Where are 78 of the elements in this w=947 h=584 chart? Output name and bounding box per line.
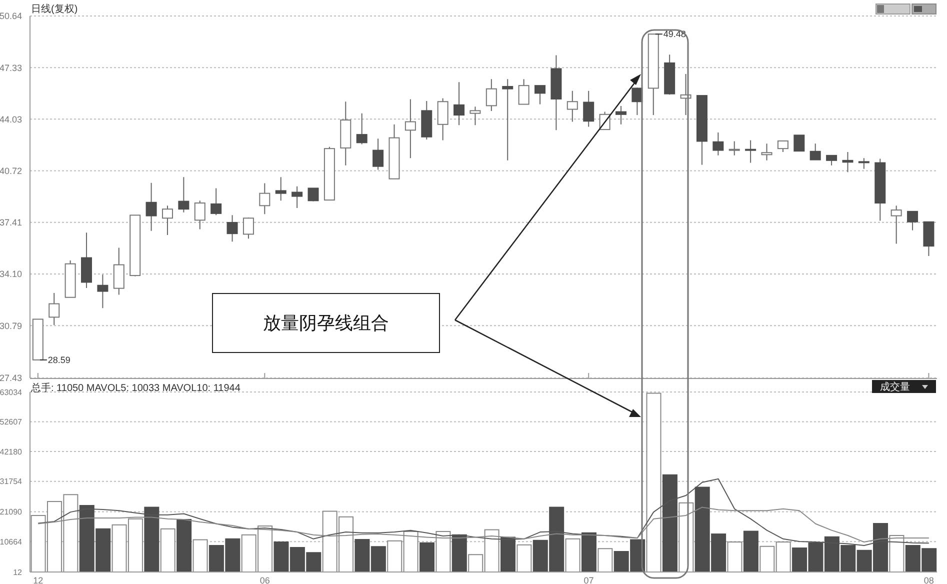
y-tick-label: 52607 [0,418,23,427]
candlestick [761,143,772,161]
candlestick [226,214,238,242]
x-tick-label: 06 [260,575,270,584]
candlestick [81,232,92,289]
chart-title: 日线(复权) [31,2,78,16]
candlestick [615,105,626,125]
candlestick [421,100,432,140]
candlestick [162,205,173,236]
y-tick-label: 30.79 [0,320,22,331]
candlestick [308,188,319,202]
candlestick [534,85,546,105]
y-tick-label: 47.33 [0,62,22,73]
candlestick [194,200,206,230]
candlestick [210,188,222,216]
candlestick [696,95,708,166]
y-tick-label: 34.10 [0,269,22,280]
annotation: 28.59 [48,354,70,365]
y-tick-label: 10664 [0,537,23,546]
bar [743,530,758,572]
candlestick [858,158,870,170]
bar [565,538,580,572]
candlestick [890,205,902,244]
candlestick [356,112,368,145]
y-tick-label: 21090 [0,508,23,517]
y-tick-label: 31754 [0,477,23,486]
candlestick [113,247,124,296]
candlestick [178,176,190,213]
candlestick [437,98,448,141]
candlestick [518,78,530,105]
dropdown-button: 成交量 [872,380,936,393]
candlestick [502,78,514,161]
candlestick [340,101,352,166]
candlestick [454,82,465,126]
candlestick [810,143,821,160]
candlestick [48,292,60,326]
x-tick-label: 07 [584,575,594,584]
bar [420,542,435,572]
candlestick [97,274,108,309]
bar [192,539,208,572]
candlestick [486,78,497,112]
candlestick [292,186,303,208]
annotation: 总手: 11050 MAVOL5: 10033 MAVOL10: 11944 [31,382,240,395]
y-tick-label: 40.72 [0,166,22,176]
y-tick-label: 27.43 [0,373,22,384]
candlestick [275,176,286,202]
candlestick [583,90,594,128]
candlestick [907,210,918,231]
callout-box: 放量阴孕线组合 [212,293,440,353]
candlestick [259,182,270,215]
bar [516,544,532,572]
y-tick-label: 12 [13,568,23,577]
candlestick [745,140,756,164]
candlestick [388,124,400,180]
y-tick-label: 50.64 [0,11,22,22]
candlestick [826,154,838,166]
x-tick-label: 08 [924,575,934,584]
bar [160,528,176,572]
candlestick [842,152,854,173]
x-tick-label: 12 [33,575,44,584]
bar [176,518,192,572]
candlestick [728,140,740,156]
bar [727,542,742,572]
candlestick [372,138,384,170]
annotation: 成交量 [880,380,910,394]
candlestick [712,132,724,156]
candlestick [874,158,886,222]
candlestick [470,106,481,126]
y-tick-label: 37.41 [0,218,22,228]
y-tick-label: 63034 [0,388,23,397]
candlestick [146,182,157,232]
candlestick [632,88,643,116]
candlestick [404,98,416,159]
candlestick [550,54,562,131]
y-tick-label: 42180 [0,447,23,456]
y-tick-label: 44.03 [0,114,22,124]
candlestick [566,90,578,122]
bar [598,548,613,572]
